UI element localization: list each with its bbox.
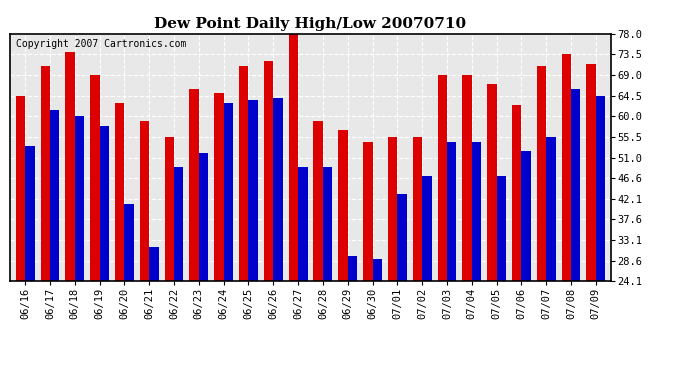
Bar (512, 105, 522, 375)
Bar (595, 96, 605, 375)
Bar (90, 75, 99, 375)
Bar (264, 61, 273, 375)
Text: Copyright 2007 Cartronics.com: Copyright 2007 Cartronics.com (17, 39, 187, 49)
Bar (313, 121, 323, 375)
Bar (165, 137, 174, 375)
Bar (363, 142, 373, 375)
Bar (497, 176, 506, 375)
Bar (99, 126, 109, 375)
Bar (239, 66, 248, 375)
Bar (50, 110, 59, 375)
Bar (413, 137, 422, 375)
Bar (224, 103, 233, 375)
Bar (190, 89, 199, 375)
Bar (586, 64, 595, 375)
Bar (338, 130, 348, 375)
Title: Dew Point Daily High/Low 20070710: Dew Point Daily High/Low 20070710 (155, 17, 466, 31)
Bar (373, 259, 382, 375)
Bar (115, 103, 124, 375)
Bar (571, 89, 580, 375)
Bar (487, 84, 497, 375)
Bar (546, 137, 555, 375)
Bar (199, 153, 208, 375)
Bar (140, 121, 149, 375)
Bar (397, 195, 406, 375)
Bar (149, 247, 159, 375)
Bar (16, 96, 26, 375)
Bar (388, 137, 397, 375)
Bar (66, 52, 75, 375)
Bar (215, 93, 224, 375)
Bar (522, 151, 531, 375)
Bar (75, 116, 84, 375)
Bar (437, 75, 447, 375)
Bar (472, 142, 481, 375)
Bar (248, 100, 258, 375)
Bar (562, 54, 571, 375)
Bar (26, 146, 34, 375)
Bar (288, 34, 298, 375)
Bar (273, 98, 283, 375)
Bar (447, 142, 456, 375)
Bar (537, 66, 546, 375)
Bar (323, 167, 333, 375)
Bar (348, 256, 357, 375)
Bar (422, 176, 431, 375)
Bar (41, 66, 50, 375)
Bar (174, 167, 184, 375)
Bar (298, 167, 308, 375)
Bar (462, 75, 472, 375)
Bar (124, 204, 134, 375)
